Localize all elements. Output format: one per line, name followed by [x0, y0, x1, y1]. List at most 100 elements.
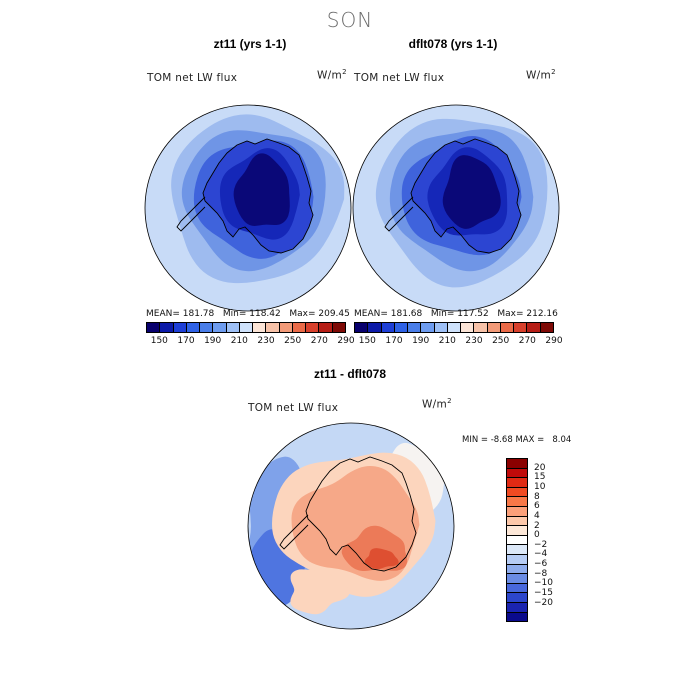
antarctica-coastline — [410, 138, 522, 254]
colorbar-swatch — [200, 323, 214, 332]
colorbar-swatch — [487, 323, 501, 332]
colorbar-swatch — [540, 323, 553, 332]
colorbar-swatch — [507, 487, 527, 498]
colorbar-swatch — [434, 323, 448, 332]
colorbar-swatch — [447, 323, 462, 332]
plateau-region — [442, 155, 501, 229]
colorbar-swatch — [507, 506, 527, 517]
diff-max: 8.04 — [552, 435, 572, 445]
colorbar-swatch — [507, 602, 527, 613]
colorbar-swatch — [306, 323, 320, 332]
colorbar-tick-label: −2 — [534, 539, 548, 550]
diff-polar-map — [247, 422, 455, 630]
panel2-mean: 181.68 — [390, 309, 423, 319]
plateau-region — [233, 153, 290, 226]
diff-colorbar — [506, 458, 528, 622]
colorbar-swatch — [292, 323, 307, 332]
colorbar-swatch — [461, 323, 475, 332]
panel2-min: 117.52 — [457, 309, 489, 319]
colorbar-swatch — [507, 526, 527, 536]
panel2-units-label: W/m2 — [526, 68, 556, 82]
colorbar-tick-label: 150 — [358, 336, 376, 346]
colorbar-swatch — [319, 323, 333, 332]
colorbar-tick-label: 270 — [518, 336, 536, 346]
colorbar-swatch — [279, 323, 293, 332]
diff-variable-label: TOM net LW flux — [248, 402, 339, 414]
panel2-title: dflt078 (yrs 1-1) — [408, 37, 498, 51]
colorbar-swatch — [500, 323, 515, 332]
colorbar-tick-label: 210 — [230, 336, 248, 346]
panel2-colorbar — [354, 322, 554, 333]
colorbar-tick-label: −6 — [534, 559, 548, 570]
colorbar-tick-label: −15 — [534, 588, 553, 599]
peninsula-coastline — [384, 196, 414, 232]
colorbar-tick-label: 6 — [534, 501, 540, 512]
colorbar-tick-label: 170 — [177, 336, 195, 346]
colorbar-swatch — [507, 516, 527, 527]
colorbar-swatch — [355, 323, 369, 332]
colorbar-swatch — [381, 323, 395, 332]
panel2-colorbar-ticks: 150 170 190 210 230 250 270 290 — [354, 336, 563, 348]
colorbar-swatch — [186, 323, 201, 332]
colorbar-swatch — [527, 323, 541, 332]
diff-positive-south — [290, 569, 351, 615]
colorbar-tick-label: 230 — [257, 336, 275, 346]
colorbar-tick-label: 270 — [310, 336, 328, 346]
panel2-stats: MEAN= 181.68 Min= 117.52 Max= 212.16 — [354, 309, 558, 319]
colorbar-tick-label: 150 — [150, 336, 168, 346]
colorbar-tick-label: 4 — [534, 510, 540, 521]
colorbar-tick-label: 190 — [204, 336, 222, 346]
colorbar-tick-label: −10 — [534, 578, 553, 589]
colorbar-swatch — [507, 545, 527, 555]
map-boundary — [144, 104, 352, 312]
colorbar-swatch — [253, 323, 267, 332]
panel1-stats: MEAN= 181.78 Min= 118.42 Max= 209.45 — [146, 309, 350, 319]
panel1-polar-map — [144, 104, 352, 312]
colorbar-tick-label: 15 — [534, 472, 546, 483]
colorbar-tick-label: 290 — [337, 336, 355, 346]
diff-colorbar-ticks: 20 15 10 8 6 4 2 0 −2 −4 −6 −8 −10 −15 −20 — [534, 458, 574, 622]
colorbar-tick-label: 20 — [534, 462, 546, 473]
colorbar-swatch — [408, 323, 422, 332]
colorbar-tick-label: −4 — [534, 549, 548, 560]
peninsula-coastline — [279, 514, 309, 550]
diff-min: -8.68 — [490, 435, 513, 445]
diff-positive-max — [364, 548, 399, 570]
colorbar-tick-label: 0 — [534, 530, 540, 541]
season-title: SON — [326, 8, 374, 32]
colorbar-swatch — [507, 459, 527, 469]
map-boundary — [352, 104, 560, 312]
panel2-polar-map — [352, 104, 560, 312]
colorbar-tick-label: 250 — [492, 336, 510, 346]
antarctica-coastline — [305, 456, 417, 572]
colorbar-tick-label: 250 — [284, 336, 302, 346]
colorbar-swatch — [173, 323, 187, 332]
colorbar-swatch — [474, 323, 488, 332]
colorbar-tick-label: 230 — [465, 336, 483, 346]
panel1-title: zt11 (yrs 1-1) — [213, 37, 287, 51]
diff-title: zt11 - dflt078 — [313, 367, 387, 381]
colorbar-swatch — [507, 535, 527, 546]
colorbar-swatch — [421, 323, 435, 332]
colorbar-swatch — [507, 468, 527, 479]
colorbar-swatch — [266, 323, 280, 332]
colorbar-tick-label: 290 — [545, 336, 563, 346]
colorbar-swatch — [332, 323, 345, 332]
colorbar-swatch — [507, 564, 527, 575]
diff-minmax: MIN = -8.68 MAX = 8.04 — [462, 435, 572, 445]
colorbar-swatch — [239, 323, 254, 332]
panel1-colorbar-ticks: 150 170 190 210 230 250 270 290 — [146, 336, 355, 348]
colorbar-swatch — [394, 323, 409, 332]
colorbar-swatch — [514, 323, 528, 332]
colorbar-tick-label: 210 — [438, 336, 456, 346]
panel2-variable-label: TOM net LW flux — [354, 72, 445, 84]
panel1-max: 209.45 — [318, 309, 350, 319]
colorbar-swatch — [213, 323, 227, 332]
colorbar-swatch — [147, 323, 161, 332]
colorbar-tick-label: 10 — [534, 481, 546, 492]
panel1-variable-label: TOM net LW flux — [147, 72, 238, 84]
antarctica-coastline — [202, 138, 314, 254]
panel1-colorbar — [146, 322, 346, 333]
colorbar-swatch — [507, 583, 527, 594]
colorbar-tick-label: 190 — [412, 336, 430, 346]
